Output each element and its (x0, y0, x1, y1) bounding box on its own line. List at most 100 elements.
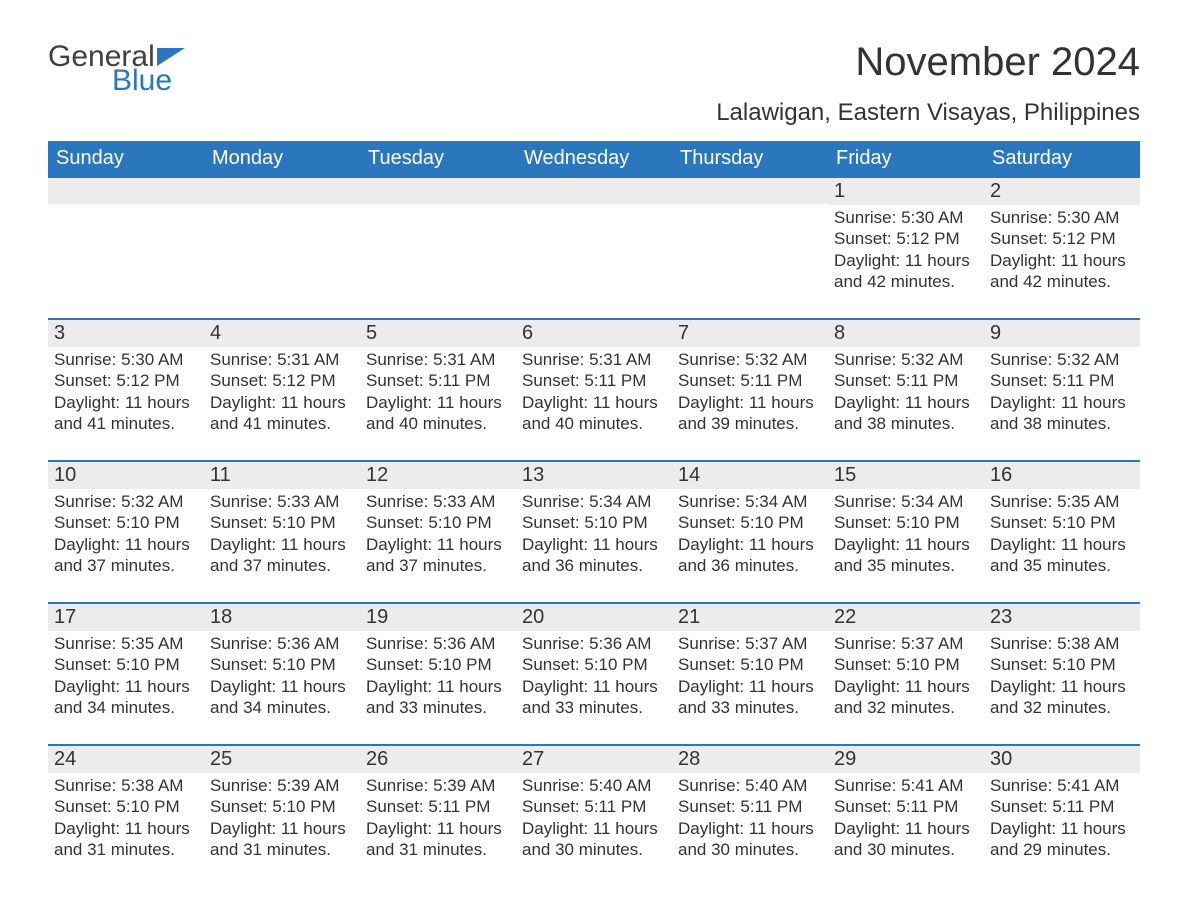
weekday-header: Sunday (48, 141, 204, 176)
day-number: 7 (672, 318, 828, 347)
day-content: Sunrise: 5:39 AMSunset: 5:10 PMDaylight:… (204, 773, 360, 864)
week-gap (48, 302, 1140, 318)
calendar-day: 20Sunrise: 5:36 AMSunset: 5:10 PMDayligh… (516, 602, 672, 728)
calendar-day: 23Sunrise: 5:38 AMSunset: 5:10 PMDayligh… (984, 602, 1140, 728)
day-number: 22 (828, 602, 984, 631)
day-content: Sunrise: 5:32 AMSunset: 5:11 PMDaylight:… (828, 347, 984, 438)
day-number: 18 (204, 602, 360, 631)
sunrise-line: Sunrise: 5:32 AM (990, 349, 1134, 370)
day-content: Sunrise: 5:37 AMSunset: 5:10 PMDaylight:… (672, 631, 828, 722)
calendar-day: 17Sunrise: 5:35 AMSunset: 5:10 PMDayligh… (48, 602, 204, 728)
day-content: Sunrise: 5:33 AMSunset: 5:10 PMDaylight:… (204, 489, 360, 580)
day-content: Sunrise: 5:38 AMSunset: 5:10 PMDaylight:… (48, 773, 204, 864)
day-number: 21 (672, 602, 828, 631)
sunset-line: Sunset: 5:10 PM (210, 512, 354, 533)
calendar-day: 19Sunrise: 5:36 AMSunset: 5:10 PMDayligh… (360, 602, 516, 728)
calendar-day: 30Sunrise: 5:41 AMSunset: 5:11 PMDayligh… (984, 744, 1140, 870)
day-number: 25 (204, 744, 360, 773)
sunrise-line: Sunrise: 5:41 AM (834, 775, 978, 796)
calendar-day: 15Sunrise: 5:34 AMSunset: 5:10 PMDayligh… (828, 460, 984, 586)
weekday-header: Saturday (984, 141, 1140, 176)
sunset-line: Sunset: 5:10 PM (990, 512, 1134, 533)
day-number: 9 (984, 318, 1140, 347)
calendar-day: 5Sunrise: 5:31 AMSunset: 5:11 PMDaylight… (360, 318, 516, 444)
daylight-line: Daylight: 11 hours and 35 minutes. (834, 534, 978, 577)
sunset-line: Sunset: 5:12 PM (54, 370, 198, 391)
day-number: 14 (672, 460, 828, 489)
sunrise-line: Sunrise: 5:41 AM (990, 775, 1134, 796)
sunset-line: Sunset: 5:10 PM (678, 512, 822, 533)
sunset-line: Sunset: 5:10 PM (210, 654, 354, 675)
sunset-line: Sunset: 5:11 PM (678, 796, 822, 817)
week-gap (48, 728, 1140, 744)
sunrise-line: Sunrise: 5:30 AM (54, 349, 198, 370)
daylight-line: Daylight: 11 hours and 35 minutes. (990, 534, 1134, 577)
daylight-line: Daylight: 11 hours and 31 minutes. (54, 818, 198, 861)
daylight-line: Daylight: 11 hours and 37 minutes. (366, 534, 510, 577)
day-number: 2 (984, 176, 1140, 205)
daylight-line: Daylight: 11 hours and 34 minutes. (54, 676, 198, 719)
sunrise-line: Sunrise: 5:36 AM (210, 633, 354, 654)
weekday-header: Friday (828, 141, 984, 176)
sunrise-line: Sunrise: 5:30 AM (990, 207, 1134, 228)
calendar-day: 18Sunrise: 5:36 AMSunset: 5:10 PMDayligh… (204, 602, 360, 728)
day-number: 24 (48, 744, 204, 773)
sunrise-line: Sunrise: 5:32 AM (834, 349, 978, 370)
calendar-day: 3Sunrise: 5:30 AMSunset: 5:12 PMDaylight… (48, 318, 204, 444)
logo: General Blue (48, 40, 185, 98)
day-number: 30 (984, 744, 1140, 773)
calendar: SundayMondayTuesdayWednesdayThursdayFrid… (48, 141, 1140, 870)
day-number: 26 (360, 744, 516, 773)
week-gap (48, 586, 1140, 602)
sunrise-line: Sunrise: 5:35 AM (990, 491, 1134, 512)
sunset-line: Sunset: 5:10 PM (834, 654, 978, 675)
sunset-line: Sunset: 5:11 PM (990, 370, 1134, 391)
daylight-line: Daylight: 11 hours and 42 minutes. (990, 250, 1134, 293)
day-number: 11 (204, 460, 360, 489)
day-number-blank (516, 176, 672, 204)
day-number: 8 (828, 318, 984, 347)
location-subtitle: Lalawigan, Eastern Visayas, Philippines (716, 99, 1140, 127)
day-number: 3 (48, 318, 204, 347)
calendar-week: 3Sunrise: 5:30 AMSunset: 5:12 PM Daylight… (48, 318, 1140, 444)
calendar-day: 14Sunrise: 5:34 AMSunset: 5:10 PMDayligh… (672, 460, 828, 586)
daylight-line: Daylight: 11 hours and 32 minutes. (990, 676, 1134, 719)
calendar-day: 28Sunrise: 5:40 AMSunset: 5:11 PMDayligh… (672, 744, 828, 870)
daylight-line: Daylight: 11 hours and 34 minutes. (210, 676, 354, 719)
daylight-line: Daylight: 11 hours and 39 minutes. (678, 392, 822, 435)
calendar-day: 2Sunrise: 5:30 AMSunset: 5:12 PMDaylight… (984, 176, 1140, 302)
day-content: Sunrise: 5:30 AMSunset: 5:12 PMDaylight:… (828, 205, 984, 296)
calendar-week: 10Sunrise: 5:32 AMSunset: 5:10 PMDayligh… (48, 460, 1140, 586)
sunset-line: Sunset: 5:10 PM (834, 512, 978, 533)
daylight-line: Daylight: 11 hours and 31 minutes. (366, 818, 510, 861)
sunrise-line: Sunrise: 5:31 AM (210, 349, 354, 370)
day-content: Sunrise: 5:39 AMSunset: 5:11 PMDaylight:… (360, 773, 516, 864)
sunrise-line: Sunrise: 5:32 AM (678, 349, 822, 370)
calendar-day-empty (360, 176, 516, 302)
day-number: 12 (360, 460, 516, 489)
day-content: Sunrise: 5:38 AMSunset: 5:10 PMDaylight:… (984, 631, 1140, 722)
day-content: Sunrise: 5:32 AMSunset: 5:10 PMDaylight:… (48, 489, 204, 580)
day-number: 17 (48, 602, 204, 631)
sunset-line: Sunset: 5:10 PM (522, 654, 666, 675)
calendar-day: 25Sunrise: 5:39 AMSunset: 5:10 PMDayligh… (204, 744, 360, 870)
calendar-day-empty (516, 176, 672, 302)
day-content: Sunrise: 5:34 AMSunset: 5:10 PMDaylight:… (516, 489, 672, 580)
calendar-day: 22Sunrise: 5:37 AMSunset: 5:10 PMDayligh… (828, 602, 984, 728)
sunset-line: Sunset: 5:12 PM (990, 228, 1134, 249)
day-content: Sunrise: 5:36 AMSunset: 5:10 PMDaylight:… (360, 631, 516, 722)
calendar-day: 12Sunrise: 5:33 AMSunset: 5:10 PMDayligh… (360, 460, 516, 586)
weekday-header-row: SundayMondayTuesdayWednesdayThursdayFrid… (48, 141, 1140, 176)
sunrise-line: Sunrise: 5:40 AM (522, 775, 666, 796)
title-block: November 2024 Lalawigan, Eastern Visayas… (716, 40, 1140, 127)
day-number: 29 (828, 744, 984, 773)
calendar-day: 4Sunrise: 5:31 AMSunset: 5:12 PMDaylight… (204, 318, 360, 444)
sunrise-line: Sunrise: 5:37 AM (834, 633, 978, 654)
daylight-line: Daylight: 11 hours and 32 minutes. (834, 676, 978, 719)
day-content: Sunrise: 5:37 AMSunset: 5:10 PMDaylight:… (828, 631, 984, 722)
calendar-day: 29Sunrise: 5:41 AMSunset: 5:11 PMDayligh… (828, 744, 984, 870)
daylight-line: Daylight: 11 hours and 33 minutes. (678, 676, 822, 719)
sunrise-line: Sunrise: 5:40 AM (678, 775, 822, 796)
calendar-day: 8Sunrise: 5:32 AMSunset: 5:11 PMDaylight… (828, 318, 984, 444)
sunrise-line: Sunrise: 5:34 AM (834, 491, 978, 512)
